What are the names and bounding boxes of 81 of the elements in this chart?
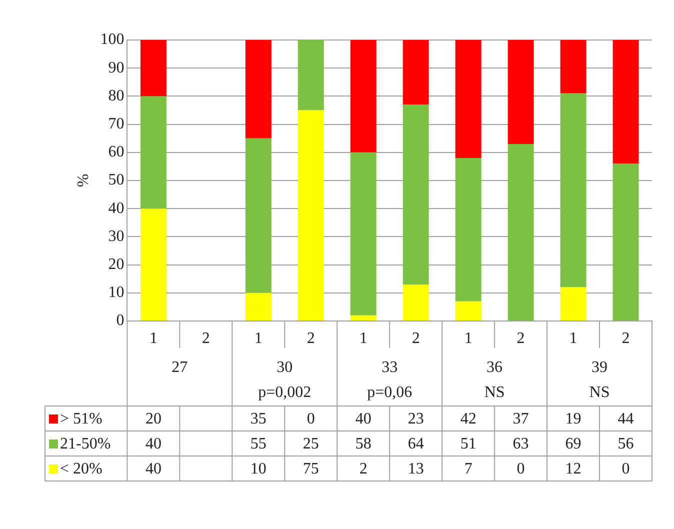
legend-label: 21-50% [60,436,111,453]
bar [245,138,272,293]
data-label: 69 [565,436,582,453]
bar [350,315,376,320]
y-tick-label: 50 [108,172,124,189]
y-tick-label: 30 [108,228,124,245]
y-tick-label: 80 [108,87,124,104]
bar [298,110,324,320]
data-label: 75 [302,460,319,478]
bar [508,40,534,144]
x-tick-label: 1 [149,330,158,348]
data-label: 19 [565,410,582,428]
x-tick-label: 1 [254,330,262,348]
x-tick-label: 1 [464,330,472,348]
bar [140,40,166,96]
data-label: 25 [302,436,319,453]
data-label: 64 [408,436,424,453]
y-tick-label: 20 [108,256,124,274]
legend-label: < 20% [60,460,102,478]
data-label: 56 [618,436,634,453]
bar [560,40,586,94]
bar [350,40,376,152]
x-tick-label: 2 [412,330,420,348]
bar [455,301,482,320]
data-label: 40 [355,410,372,428]
bar [455,40,482,158]
bar [298,40,324,110]
data-label: 42 [460,410,476,428]
data-label: 0 [622,460,630,478]
y-tick-label: 90 [108,59,124,76]
bar [455,158,482,302]
bar [402,284,429,320]
legend-label: > 51% [60,410,102,428]
x-tick-label: 1 [359,330,368,348]
text: 33 p=0,06 [367,359,412,402]
data-label: 55 [250,436,266,453]
data-label: 23 [408,410,424,428]
bar [508,144,534,320]
x-tick-label: 2 [202,330,210,348]
bar [350,152,376,316]
y-tick-label: 60 [108,144,124,161]
bar [245,292,272,320]
bar [402,104,429,284]
y-axis-title: % [74,174,92,188]
data-label: 63 [512,436,529,453]
data-label: 20 [145,410,162,428]
bar [245,40,272,138]
data-label: 44 [618,410,634,428]
x-tick-label: 2 [622,330,630,348]
x-tick-label: 2 [306,330,315,348]
text: 36 NS [484,359,505,402]
data-label: 0 [306,410,315,428]
data-label: 40 [145,460,162,478]
data-label: 35 [250,410,266,428]
data-label: 58 [355,436,372,453]
bar [140,208,166,320]
y-tick-label: 70 [108,116,124,133]
bar [560,287,586,320]
y-tick-label: 40 [108,200,124,217]
data-label: 7 [464,460,472,478]
text: 27 [172,359,188,376]
bar [612,164,639,320]
data-label: 0 [516,460,525,478]
bar [140,96,166,209]
bar [560,93,586,288]
data-label: 40 [145,436,162,453]
y-tick-label: 0 [116,312,124,330]
x-tick-label: 2 [516,330,525,348]
y-tick-label: 10 [108,284,124,302]
data-label: 2 [359,460,368,478]
text: 30 p=0,002 [258,359,312,402]
bar [402,40,429,105]
data-label: 51 [460,436,476,453]
data-label: 37 [512,410,529,428]
data-label: 13 [408,460,424,478]
text: 39 NS [589,359,610,402]
data-label: 10 [250,460,266,478]
y-tick-label: 100 [100,31,124,48]
data-label: 12 [565,460,582,478]
x-tick-label: 1 [569,330,578,348]
bar [612,40,639,164]
